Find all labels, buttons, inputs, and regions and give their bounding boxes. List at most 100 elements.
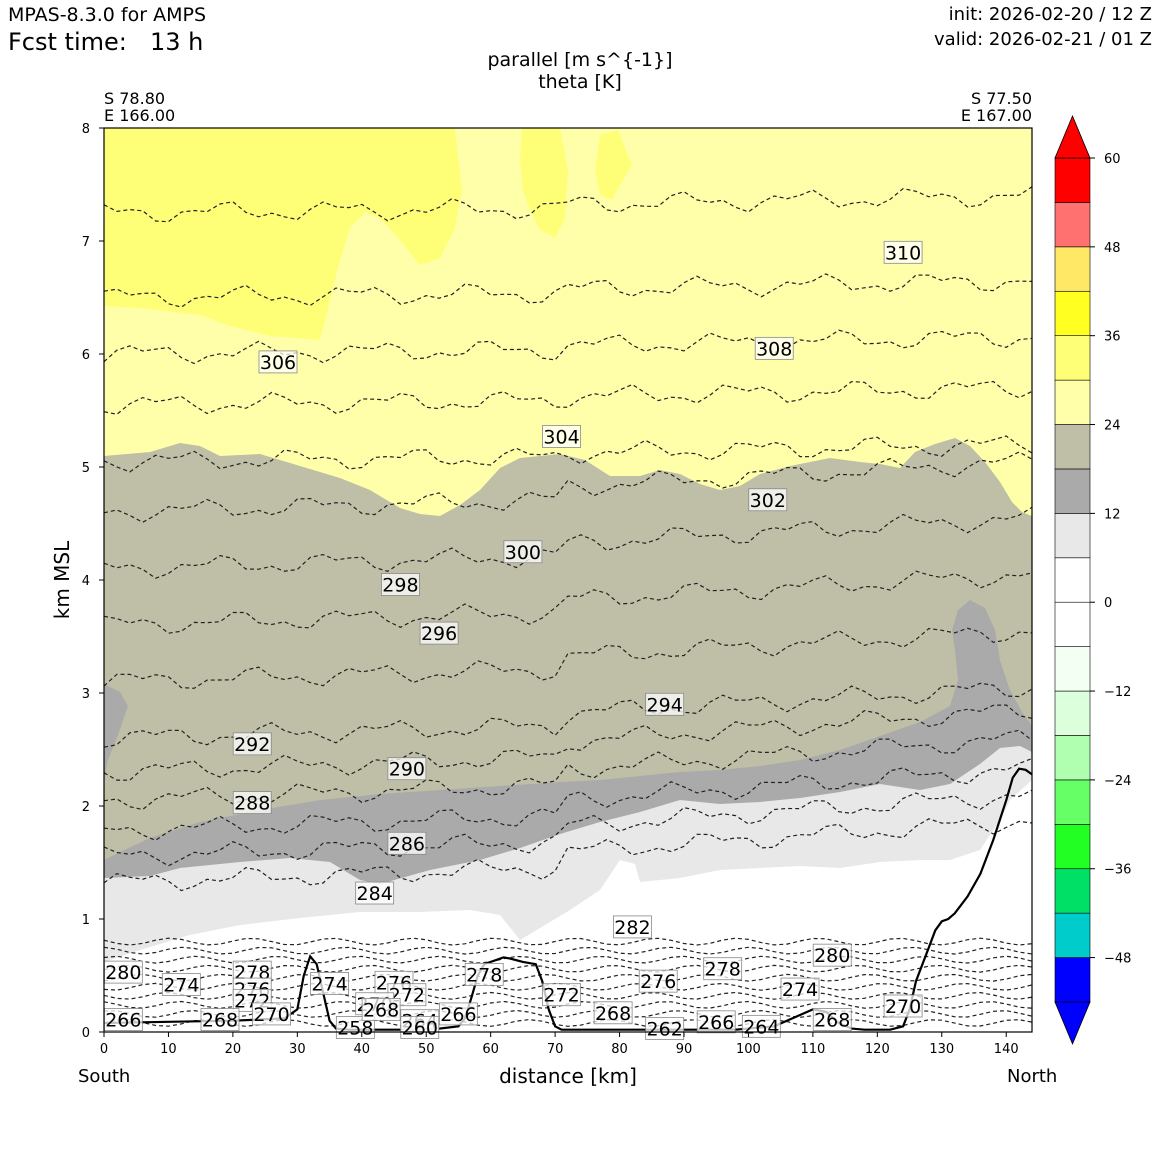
contour-label-text: 272	[543, 985, 579, 1007]
contour-label: 308	[754, 336, 794, 360]
x-tick-label: 20	[225, 1042, 242, 1057]
contour-label-box	[310, 972, 349, 995]
contour-label: 278	[703, 957, 743, 981]
contour-label: 272	[542, 983, 581, 1007]
contour-label-text: 268	[595, 1003, 631, 1025]
contour-label-box	[200, 1008, 240, 1031]
contour-label-box	[387, 757, 427, 781]
colorbar-tick-label: 0	[1104, 596, 1112, 611]
contour-label-text: 304	[543, 426, 579, 448]
shade-30-36-c	[595, 130, 632, 200]
colorbar-tick-label: −48	[1104, 952, 1131, 967]
contour-label-text: 300	[505, 542, 541, 564]
contour-label-text: 266	[105, 1010, 141, 1032]
theta-contour-line	[104, 682, 1032, 748]
contour-label-text: 266	[440, 1004, 476, 1026]
contour-label-text: 288	[234, 793, 270, 815]
x-tick-label: 80	[611, 1042, 628, 1057]
contour-label-box	[252, 1002, 291, 1026]
contour-label: 304	[542, 425, 581, 448]
contour-label: 268	[593, 1001, 633, 1025]
end-lon: E 167.00	[960, 106, 1032, 125]
contour-label-box	[645, 1017, 685, 1041]
colorbar-segment	[1054, 513, 1091, 559]
theta-contour-line	[104, 435, 1032, 473]
theta-contour-line	[104, 789, 1032, 867]
contour-label-text: 278	[705, 959, 741, 981]
theta-contour-line	[104, 506, 1032, 579]
theta-contour-line-low	[104, 937, 1032, 946]
y-tick-label: 0	[82, 1026, 90, 1041]
wind-shading	[104, 128, 1032, 1032]
contour-label: 296	[419, 621, 459, 645]
contour-label: 302	[748, 488, 788, 512]
contour-label-box	[638, 969, 678, 993]
contour-label: 260	[400, 1016, 440, 1039]
colorbar-segment	[1054, 557, 1091, 603]
terrain-profile-line	[104, 767, 1032, 1031]
contour-label: 286	[387, 831, 427, 855]
contour-label: 266	[439, 1002, 478, 1026]
contour-label: 268	[361, 998, 401, 1021]
x-tick-label: 90	[676, 1042, 693, 1057]
x-tick-label: 140	[994, 1042, 1019, 1057]
contour-label-text: 290	[389, 759, 425, 781]
shade-30-36-b	[520, 128, 568, 238]
x-end-left-label: South	[78, 1066, 131, 1087]
theta-contour-line	[104, 570, 1032, 634]
contour-label-box	[542, 425, 581, 448]
contour-label-text: 270	[885, 996, 921, 1018]
contour-label-box	[754, 336, 794, 360]
x-tick-label: 0	[100, 1042, 108, 1057]
contour-label-text: 296	[421, 623, 457, 645]
contour-label-box	[419, 621, 459, 645]
contour-label: 294	[645, 692, 685, 716]
contour-label-box	[387, 831, 427, 855]
colorbar-segment	[1054, 202, 1091, 248]
theta-contour-line	[104, 757, 1032, 841]
x-end-right-label: North	[1007, 1066, 1058, 1087]
x-tick-label: 40	[354, 1042, 371, 1057]
contour-label-text: 266	[698, 1012, 734, 1034]
contour-label-text: 260	[402, 1017, 438, 1039]
theta-contour-line	[104, 186, 1032, 223]
contour-label-text: 278	[466, 964, 502, 986]
contour-label-box	[232, 791, 272, 815]
contour-label: 274	[161, 973, 201, 997]
y-tick-label: 7	[82, 235, 90, 250]
contour-label: 288	[232, 791, 272, 815]
contour-label-text: 274	[782, 979, 818, 1001]
model-title: MPAS-8.3.0 for AMPS	[8, 4, 207, 26]
colorbar-tick-label: 48	[1104, 241, 1121, 256]
contour-label: 266	[103, 1008, 143, 1032]
contour-label-box	[812, 943, 852, 967]
shade-30-36	[104, 128, 462, 340]
theta-contour-line	[104, 451, 1032, 523]
theta-contour-line-low	[104, 955, 1032, 964]
y-tick-label: 8	[82, 122, 90, 137]
contour-label: 298	[381, 573, 420, 597]
colorbar-segment	[1054, 779, 1091, 825]
contour-label: 270	[252, 1002, 291, 1026]
colorbar-segment	[1054, 157, 1091, 203]
colorbar-tick-label: −12	[1104, 685, 1131, 700]
contour-label-box	[812, 1008, 852, 1031]
contour-label-text: 268	[202, 1010, 238, 1032]
y-axis-ticks: 0 1 2 3 4 5 6 7 8	[82, 122, 104, 1041]
contour-label: 266	[696, 1010, 736, 1034]
contour-label: 268	[812, 1008, 852, 1032]
contour-label-box	[464, 962, 504, 986]
contour-label-text: 282	[614, 917, 650, 939]
contour-label-box	[696, 1010, 736, 1034]
y-tick-label: 3	[82, 687, 90, 702]
contour-label-text: 284	[357, 883, 393, 905]
x-tick-label: 110	[800, 1042, 825, 1057]
colorbar-segment	[1054, 912, 1091, 958]
contour-label: 258	[335, 1016, 375, 1039]
colorbar-segment	[1054, 424, 1091, 470]
chart-title-line1: parallel [m s^{-1}]	[487, 49, 673, 71]
colorbar-segment	[1054, 246, 1091, 292]
contour-label-text: 274	[311, 973, 347, 995]
end-lat: S 77.50	[970, 89, 1032, 108]
contour-label-box	[883, 994, 923, 1018]
